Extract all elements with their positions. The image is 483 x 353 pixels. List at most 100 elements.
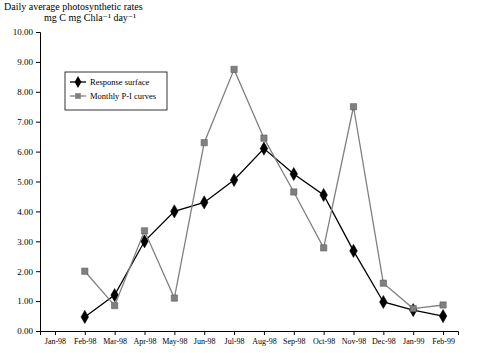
tick: Aug-98 [252, 331, 276, 346]
tick-mark [234, 331, 235, 335]
chart: 0.00 1.00 2.00 3.00 4.00 5.00 6.00 7.00 8.00 9.00… [0, 0, 483, 353]
tick-mark [324, 331, 325, 335]
tick: 10.00 [13, 27, 40, 37]
marker [410, 305, 416, 311]
tick-label: Nov-98 [342, 337, 366, 346]
tick-mark [443, 331, 444, 335]
tick-mark [36, 301, 40, 302]
tick-label: 3.00 [17, 237, 33, 247]
tick-label: 6.00 [17, 147, 33, 157]
marker [380, 280, 386, 286]
tick-label: 0.00 [17, 326, 33, 336]
tick-label: Feb-98 [74, 337, 97, 346]
legend-marker [75, 93, 81, 99]
axis-title: Daily average photosynthetic rates [4, 1, 143, 12]
marker [350, 244, 358, 257]
tick: Oct-98 [313, 331, 335, 346]
tick-label: 5.00 [17, 177, 33, 187]
tick-label: Dec-98 [372, 337, 396, 346]
tick-label: Jan-98 [45, 337, 66, 346]
axis-line [36, 33, 41, 332]
tick: Feb-98 [74, 331, 97, 346]
legend-marker [75, 76, 82, 88]
tick-label: 4.00 [17, 207, 33, 217]
tick-mark [36, 32, 40, 33]
marker [440, 302, 446, 308]
tick: Jul-98 [225, 331, 245, 346]
tick: 1.00 [17, 296, 40, 306]
marker [380, 295, 388, 308]
tick: Nov-98 [342, 331, 366, 346]
tick: 3.00 [17, 237, 40, 247]
marker [201, 139, 207, 145]
tick: Feb-99 [432, 331, 455, 346]
legend: Response surface Monthly P-I curves [65, 72, 167, 110]
tick-label: 7.00 [17, 117, 33, 127]
tick-mark [174, 331, 175, 335]
tick-label: Oct-98 [313, 337, 335, 346]
tick-label: Mar-98 [103, 337, 127, 346]
tick-label: Sep-98 [283, 337, 306, 346]
tick-mark [264, 331, 265, 335]
marker [439, 309, 447, 322]
tick: 4.00 [17, 207, 40, 217]
tick-label: Feb-99 [432, 337, 455, 346]
marker [291, 189, 297, 195]
tick: 2.00 [17, 267, 40, 277]
tick: 7.00 [17, 117, 40, 127]
marker [231, 66, 237, 72]
tick-mark [36, 331, 40, 332]
tick-mark [36, 92, 40, 93]
tick-mark [354, 331, 355, 335]
x-axis: Jan-98 Feb-98 Mar-98 Apr-98 May-98 Jun-98 Jul-… [41, 331, 459, 346]
tick-mark [85, 331, 86, 335]
marker [200, 196, 208, 209]
y-axis: 0.00 1.00 2.00 3.00 4.00 5.00 6.00 7.00 8.00 9.00… [13, 27, 41, 336]
tick: Apr-98 [134, 331, 157, 346]
tick-mark [55, 331, 56, 335]
tick: 6.00 [17, 147, 40, 157]
tick-mark [36, 271, 40, 272]
legend-box [65, 72, 167, 110]
tick: Sep-98 [283, 331, 306, 346]
tick-mark [36, 62, 40, 63]
tick: Jan-98 [45, 331, 66, 346]
tick-label: 2.00 [17, 267, 33, 277]
tick: 9.00 [17, 57, 40, 67]
tick: Dec-98 [372, 331, 396, 346]
tick: Jun-98 [194, 331, 216, 346]
tick-label: 1.00 [17, 296, 33, 306]
legend-label: Response surface [90, 77, 149, 87]
marker [81, 310, 89, 323]
marker [320, 245, 326, 251]
axis-line [41, 332, 459, 336]
tick: May-98 [162, 331, 187, 346]
legend-label: Monthly P-I curves [90, 91, 156, 101]
tick-mark [145, 331, 146, 335]
tick: Jan-99 [403, 331, 424, 346]
tick-mark [36, 211, 40, 212]
marker [261, 135, 267, 141]
marker [82, 268, 88, 274]
tick-label: 8.00 [17, 87, 33, 97]
tick-label: Jul-98 [225, 337, 245, 346]
tick-label: May-98 [162, 337, 187, 346]
marker [409, 303, 417, 316]
tick: 5.00 [17, 177, 40, 187]
tick-mark [294, 331, 295, 335]
marker [320, 188, 328, 201]
tick-mark [36, 122, 40, 123]
tick-label: Jun-98 [194, 337, 216, 346]
tick-label: 10.00 [13, 27, 34, 37]
series-line [85, 149, 443, 317]
tick-mark [36, 152, 40, 153]
tick-label: 9.00 [17, 57, 33, 67]
axis-title: mg C mg Chla⁻¹ day⁻¹ [44, 12, 136, 23]
tick-mark [413, 331, 414, 335]
marker [141, 228, 147, 234]
tick-label: Apr-98 [134, 337, 157, 346]
marker [171, 295, 177, 301]
marker [111, 302, 117, 308]
tick-mark [204, 331, 205, 335]
tick-mark [36, 182, 40, 183]
